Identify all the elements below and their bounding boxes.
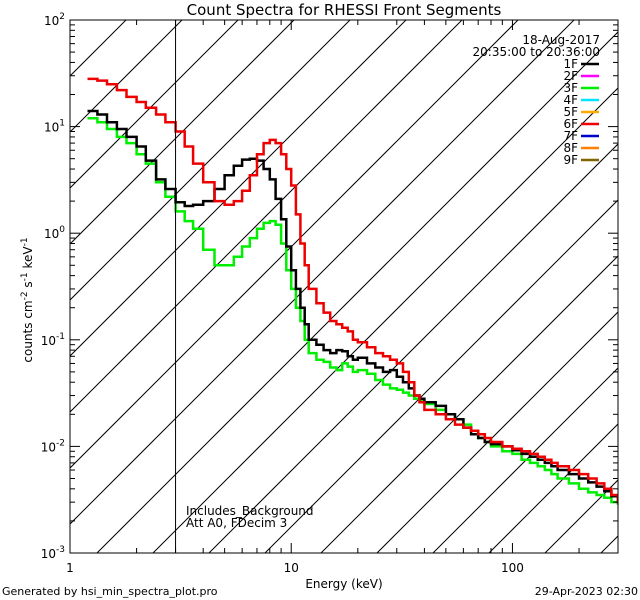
hatch-line xyxy=(70,20,407,357)
hatch-line xyxy=(432,367,618,553)
x-tick-label: 100 xyxy=(501,561,524,575)
axes: 1 10 100 10-3 10-2 10-1 100 101 102 xyxy=(41,12,619,575)
hatch-line xyxy=(600,535,618,553)
legend-label: 6F xyxy=(563,117,578,131)
legend-label: 4F xyxy=(563,93,578,107)
hatch-line xyxy=(376,311,618,553)
hatch-line xyxy=(96,31,618,553)
footer-generated-by: Generated by hsi_min_spectra_plot.pro xyxy=(2,585,218,598)
hatch-line xyxy=(152,87,618,553)
hatch-line xyxy=(208,143,618,553)
y-tick-label: 101 xyxy=(44,119,65,135)
legend-label: 9F xyxy=(563,153,578,167)
hatch-line xyxy=(488,423,618,553)
y-tick-label: 100 xyxy=(44,225,65,241)
x-tick-label: 10 xyxy=(284,561,299,575)
legend-label: 5F xyxy=(563,105,578,119)
hatch-line xyxy=(70,20,71,21)
hatch-line xyxy=(70,20,519,469)
x-axis-label: Energy (keV) xyxy=(305,577,382,591)
series-group xyxy=(87,77,618,505)
hatched-region xyxy=(70,20,618,553)
series-line-6f xyxy=(87,77,618,504)
footer-timestamp: 29-Apr-2023 02:30 xyxy=(535,585,638,598)
hatch-line xyxy=(70,20,239,189)
hatch-line xyxy=(70,20,127,77)
date-label: 18-Aug-2017 xyxy=(522,33,600,47)
y-tick-label: 10-1 xyxy=(41,332,65,348)
y-tick-label: 10-2 xyxy=(41,438,65,454)
hatch-line xyxy=(70,20,463,413)
legend-label: 3F xyxy=(563,81,578,95)
y-axis-label: counts cm-2 s-1 keV-1 xyxy=(20,237,35,362)
y-tick-label: 102 xyxy=(44,12,65,28)
series-line-3f xyxy=(87,116,618,505)
legend-label: 7F xyxy=(563,129,578,143)
y-tick-label: 10-3 xyxy=(41,545,65,561)
x-tick-label: 1 xyxy=(66,561,74,575)
hatch-line xyxy=(70,20,183,133)
annotation-attenuator: Att A0, FDecim 3 xyxy=(186,516,287,530)
hatch-line xyxy=(70,20,351,301)
legend-label: 1F xyxy=(563,57,578,71)
hatch-line xyxy=(264,199,618,553)
annotation-background: Includes_Background xyxy=(186,504,314,518)
series-line-1f xyxy=(87,109,618,504)
legend-label: 2F xyxy=(563,69,578,83)
hatch-line xyxy=(70,20,295,245)
legend-label: 8F xyxy=(563,141,578,155)
chart-title: Count Spectra for RHESSI Front Segments xyxy=(187,1,502,19)
plot-frame xyxy=(69,19,619,554)
time-range-label: 20:35:00 to 20:36:00 xyxy=(473,45,600,59)
hatch-line xyxy=(320,255,618,553)
